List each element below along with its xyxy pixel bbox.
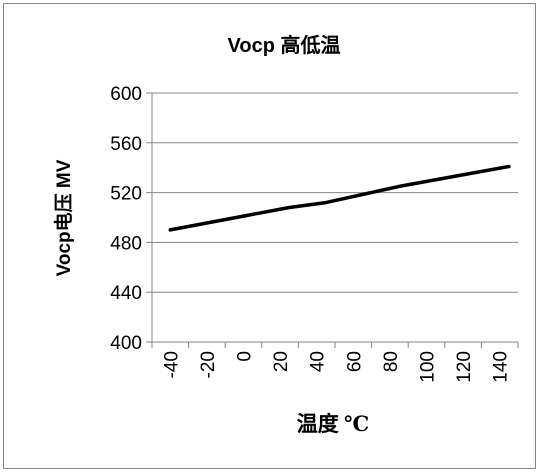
- x-tick-label: 40: [308, 351, 329, 372]
- x-tick-label: 80: [381, 351, 402, 372]
- gridlines: [152, 92, 518, 293]
- x-tick-labels: -40 -20 0 20 40 60 80 100 120 140: [161, 351, 511, 383]
- y-tick-label: 480: [110, 233, 142, 254]
- x-tick-label: 20: [271, 351, 292, 372]
- y-tick-label: 600: [110, 84, 142, 105]
- y-axis-label: Vocp电压 MV: [52, 159, 75, 276]
- x-tick-label: 100: [418, 351, 439, 383]
- x-tick-label: -20: [198, 351, 219, 378]
- x-tick-label: 0: [235, 351, 256, 362]
- x-axis-label: 温度 ℃: [297, 412, 369, 436]
- x-tick-label: -40: [161, 351, 182, 378]
- series-group: [168, 164, 511, 232]
- x-tick-label: 140: [491, 351, 512, 383]
- y-tick-labels: 400 440 480 520 560 600: [110, 84, 142, 354]
- y-tick-label: 560: [110, 134, 142, 155]
- y-tick-label: 440: [110, 283, 142, 304]
- x-tick-label: 60: [344, 351, 365, 372]
- y-tick-label: 400: [110, 333, 142, 354]
- chart-title: Vocp 高低温: [228, 33, 341, 57]
- y-tick-label: 520: [110, 184, 142, 205]
- chart-frame: [3, 3, 536, 469]
- series-line-0: [168, 164, 511, 232]
- axes: [146, 92, 519, 348]
- x-tick-label: 120: [454, 351, 475, 383]
